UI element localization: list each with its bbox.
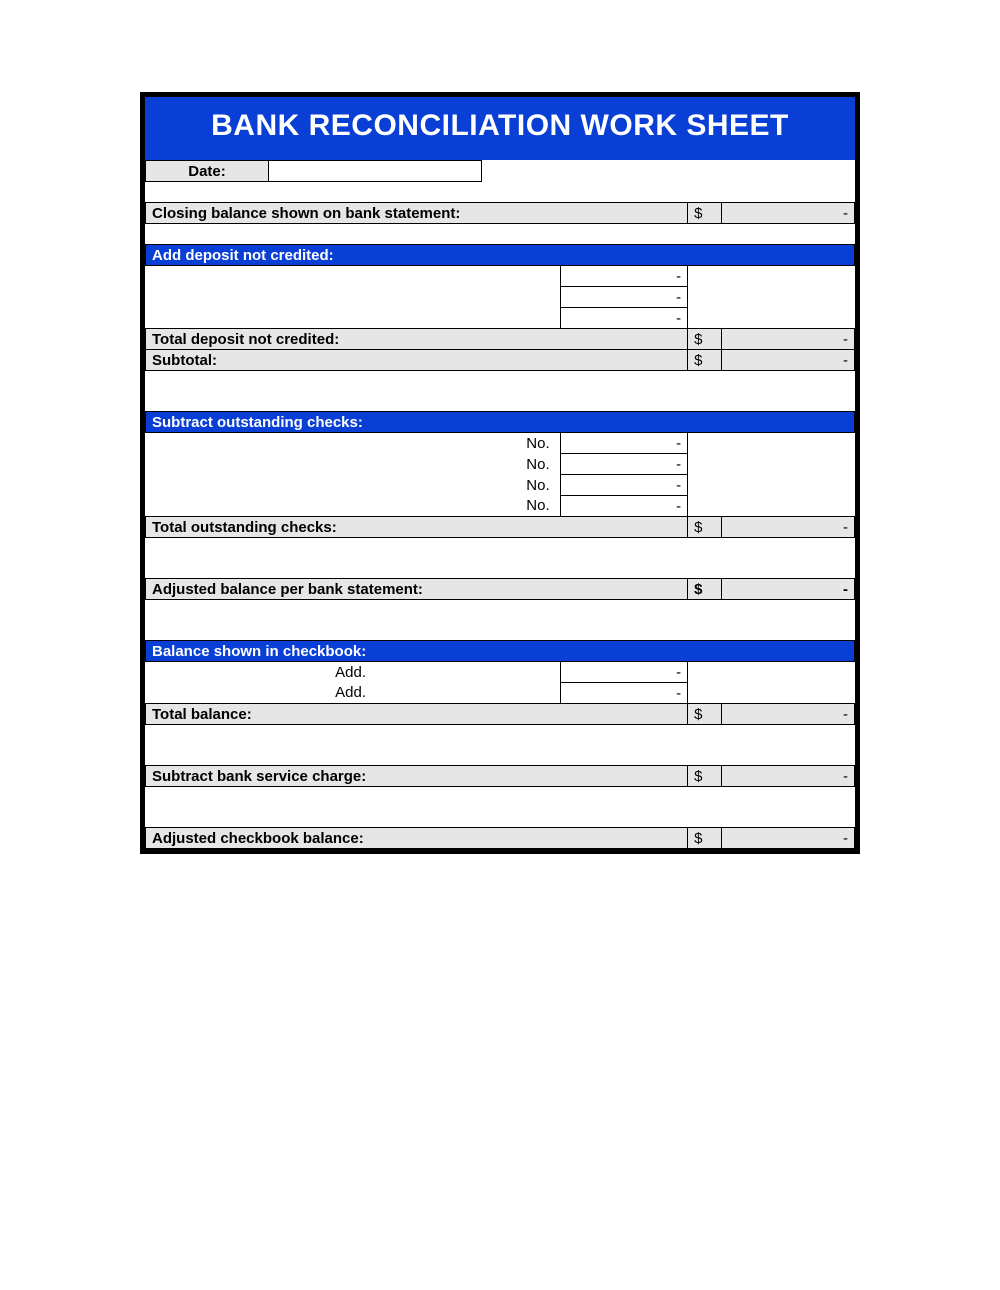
deposit-row: - (146, 287, 855, 308)
adjusted-bank-label: Adjusted balance per bank statement: (146, 579, 688, 600)
total-deposits-row: Total deposit not credited: $ - (146, 329, 855, 350)
checkbook-add-row: Add. - (146, 683, 855, 704)
total-checks-label: Total outstanding checks: (146, 517, 688, 538)
total-balance-row: Total balance: $ - (146, 704, 855, 725)
deposit-label (146, 287, 561, 308)
total-deposits-label: Total deposit not credited: (146, 329, 688, 350)
total-balance-label: Total balance: (146, 704, 688, 725)
checkbook-add-label: Add. (146, 662, 561, 683)
adjusted-checkbook-currency: $ (688, 828, 722, 849)
service-charge-row: Subtract bank service charge: $ - (146, 766, 855, 787)
spacer (482, 161, 856, 182)
deposit-label (146, 308, 561, 329)
checks-header-row: Subtract outstanding checks: (146, 412, 855, 433)
closing-balance-amount[interactable]: - (722, 203, 855, 224)
subtotal-amount: - (722, 350, 855, 371)
total-checks-row: Total outstanding checks: $ - (146, 517, 855, 538)
total-checks-currency: $ (688, 517, 722, 538)
adjusted-bank-amount: - (722, 579, 855, 600)
check-label: No. (146, 433, 561, 454)
adjusted-checkbook-amount: - (722, 828, 855, 849)
closing-balance-currency: $ (688, 203, 722, 224)
page-title: BANK RECONCILIATION WORK SHEET (145, 97, 855, 157)
checkbook-header-row: Balance shown in checkbook: (146, 641, 855, 662)
total-deposits-amount: - (722, 329, 855, 350)
check-label: No. (146, 496, 561, 517)
checkbook-add-value[interactable]: - (560, 662, 687, 683)
date-input[interactable] (269, 161, 482, 182)
adjusted-checkbook-row: Adjusted checkbook balance: $ - (146, 828, 855, 849)
deposit-row: - (146, 308, 855, 329)
adjusted-bank-row: Adjusted balance per bank statement: $ - (146, 579, 855, 600)
subtotal-label: Subtotal: (146, 350, 688, 371)
check-row: No. - (146, 496, 855, 517)
checkbook-add-value[interactable]: - (560, 683, 687, 704)
checks-header: Subtract outstanding checks: (146, 412, 855, 433)
check-label: No. (146, 475, 561, 496)
total-balance-currency: $ (688, 704, 722, 725)
deposit-value[interactable]: - (560, 287, 687, 308)
deposit-value[interactable]: - (560, 266, 687, 287)
subtotal-currency: $ (688, 350, 722, 371)
check-value[interactable]: - (560, 454, 687, 475)
total-deposits-currency: $ (688, 329, 722, 350)
adjusted-checkbook-label: Adjusted checkbook balance: (146, 828, 688, 849)
deposit-label (146, 266, 561, 287)
main-table: Closing balance shown on bank statement:… (145, 182, 855, 849)
checkbook-add-label: Add. (146, 683, 561, 704)
worksheet-frame: BANK RECONCILIATION WORK SHEET Date: Clo… (140, 92, 860, 854)
closing-balance-label: Closing balance shown on bank statement: (146, 203, 688, 224)
deposits-header: Add deposit not credited: (146, 245, 855, 266)
service-charge-label: Subtract bank service charge: (146, 766, 688, 787)
checkbook-add-row: Add. - (146, 662, 855, 683)
deposit-value[interactable]: - (560, 308, 687, 329)
checkbook-header: Balance shown in checkbook: (146, 641, 855, 662)
check-row: No. - (146, 475, 855, 496)
service-charge-amount[interactable]: - (722, 766, 855, 787)
deposit-row: - (146, 266, 855, 287)
check-value[interactable]: - (560, 433, 687, 454)
check-label: No. (146, 454, 561, 475)
total-balance-amount: - (722, 704, 855, 725)
date-label: Date: (146, 161, 269, 182)
adjusted-bank-currency: $ (688, 579, 722, 600)
deposits-header-row: Add deposit not credited: (146, 245, 855, 266)
subtotal-row: Subtotal: $ - (146, 350, 855, 371)
service-charge-currency: $ (688, 766, 722, 787)
check-row: No. - (146, 454, 855, 475)
check-value[interactable]: - (560, 496, 687, 517)
check-row: No. - (146, 433, 855, 454)
check-value[interactable]: - (560, 475, 687, 496)
closing-balance-row: Closing balance shown on bank statement:… (146, 203, 855, 224)
date-table: Date: (145, 160, 855, 182)
total-checks-amount: - (722, 517, 855, 538)
